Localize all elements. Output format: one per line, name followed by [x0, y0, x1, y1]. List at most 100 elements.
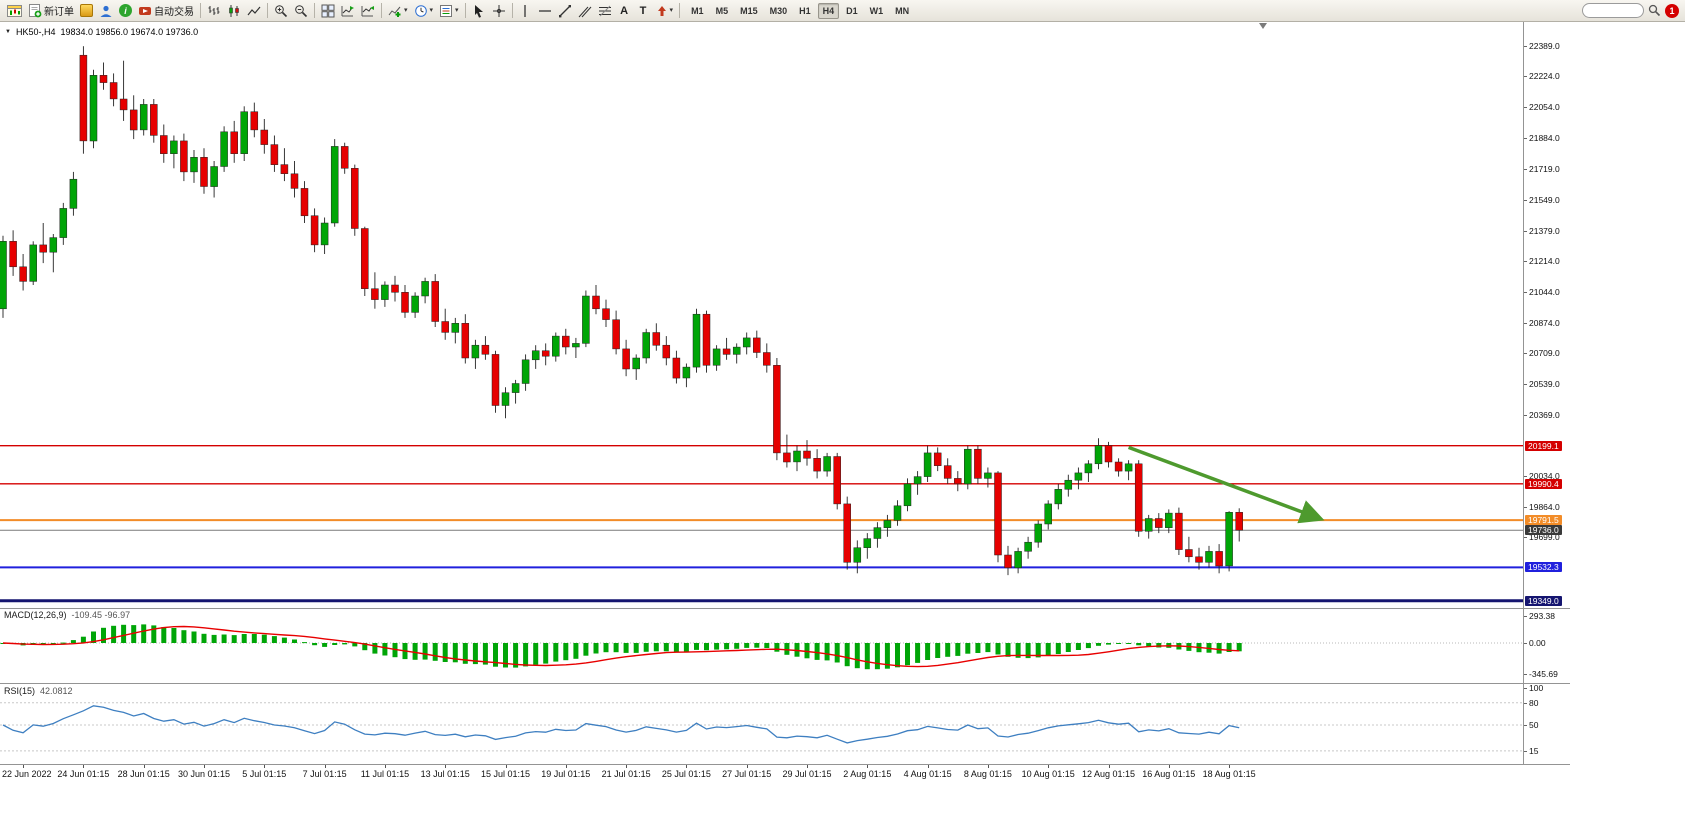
dropdown-chevron-icon: ▾: [404, 7, 408, 14]
candle: [732, 343, 741, 364]
periods-button[interactable]: ▾: [411, 1, 437, 20]
rsi-panel-divider[interactable]: [0, 683, 1570, 684]
label-tool-button[interactable]: T: [634, 1, 653, 20]
macd-histogram-bar: [563, 643, 569, 661]
candle: [270, 135, 279, 172]
macd-histogram-bar: [895, 643, 900, 668]
rsi-panel-canvas[interactable]: [0, 684, 1523, 764]
text-tool-button[interactable]: A: [615, 1, 634, 20]
zoom-out-button[interactable]: [291, 1, 311, 20]
macd-histogram-bar: [995, 643, 1001, 655]
macd-histogram-bar: [683, 643, 689, 653]
macd-histogram-bar: [593, 643, 599, 654]
chart-shift-marker[interactable]: [1259, 23, 1267, 29]
time-axis-label: 30 Jun 01:15: [177, 769, 231, 779]
main-chart-canvas[interactable]: [0, 22, 1523, 608]
auto-trading-button[interactable]: 自动交易: [135, 1, 197, 20]
bar-chart-button[interactable]: [204, 1, 224, 20]
time-axis-tick: [505, 765, 507, 768]
time-axis-tick: [1229, 765, 1231, 768]
info-button[interactable]: i: [116, 1, 135, 20]
timeframe-m15-button[interactable]: M15: [740, 5, 758, 16]
macd-histogram-bar: [854, 643, 860, 669]
candle: [722, 337, 731, 360]
new-order-button[interactable]: 新订单: [25, 1, 77, 20]
auto-trading-icon: [139, 6, 151, 15]
new-chart-button[interactable]: [4, 1, 25, 20]
candle: [602, 299, 610, 327]
candle: [160, 124, 168, 163]
price-scale[interactable]: 22389.0 22224.0 22054.0 21884.0 21719.0 21549…: [1523, 22, 1584, 765]
time-axis-tick: [204, 765, 205, 768]
timeframe-w1-button[interactable]: W1: [869, 5, 884, 16]
arrows-tool-button[interactable]: ▾: [653, 1, 677, 20]
search-icon[interactable]: [1648, 4, 1661, 17]
macd-histogram-bar: [312, 643, 318, 646]
macd-histogram-bar: [814, 643, 820, 660]
macd-histogram-bar: [1025, 643, 1031, 659]
auto-scroll-button[interactable]: [338, 1, 358, 20]
candle: [451, 317, 460, 344]
candle: [471, 339, 480, 369]
fibonacci-button[interactable]: [595, 1, 615, 20]
templates-button[interactable]: ▾: [436, 1, 462, 20]
crosshair-button[interactable]: [489, 1, 509, 20]
candle: [622, 339, 630, 377]
time-axis-label: 29 Jul 01:15: [782, 769, 832, 779]
price-level-chip: 19736.0: [1525, 525, 1562, 536]
macd-panel-divider[interactable]: [0, 608, 1570, 609]
channel-button[interactable]: [575, 1, 595, 20]
candle: [863, 533, 872, 559]
zoom-in-icon: [275, 4, 288, 17]
chart-shift-button[interactable]: [358, 1, 378, 20]
timeframe-m5-button[interactable]: M5: [715, 5, 729, 16]
macd-histogram-bar: [50, 643, 56, 645]
candle: [692, 308, 701, 373]
search-input[interactable]: [1582, 3, 1644, 18]
macd-histogram-bar: [673, 643, 679, 653]
trend-arrow[interactable]: [1127, 445, 1325, 524]
macd-histogram-bar: [452, 643, 458, 663]
price-axis-label: 19699.0: [1524, 532, 1560, 542]
timeframe-h4-button[interactable]: H4: [817, 2, 840, 19]
macd-histogram-bar: [91, 631, 96, 643]
cursor-button[interactable]: [469, 1, 489, 20]
candle: [813, 449, 821, 479]
candle: [320, 217, 329, 254]
macd-histogram-bar: [201, 633, 207, 643]
candle: [833, 452, 841, 510]
candle: [49, 234, 58, 273]
timeframe-m30-button[interactable]: M30: [769, 5, 788, 16]
vertical-line-button[interactable]: [516, 1, 535, 20]
timeframe-h1-button[interactable]: H1: [799, 5, 811, 16]
timeframe-m1-button[interactable]: M1: [691, 5, 704, 16]
candle: [552, 332, 560, 362]
timeframe-d1-button[interactable]: D1: [846, 5, 858, 16]
candle: [1054, 483, 1063, 510]
tile-windows-button[interactable]: [318, 1, 338, 20]
macd-scale-label: 0.00: [1524, 638, 1546, 648]
time-axis-label: 15 Jul 01:15: [480, 769, 531, 779]
indicators-button[interactable]: ▾: [385, 1, 411, 20]
one-click-trading-icon[interactable]: ▼: [5, 29, 11, 35]
macd-histogram-bar: [804, 643, 810, 659]
zoom-in-button[interactable]: [271, 1, 291, 20]
candle: [1114, 458, 1123, 477]
candle: [150, 99, 158, 143]
trendline-button[interactable]: [555, 1, 575, 20]
candle-chart-button[interactable]: [224, 1, 244, 20]
time-axis-label: 10 Aug 01:15: [1021, 769, 1075, 779]
time-axis[interactable]: 22 Jun 2022 24 Jun 01:15 28 Jun 01:15 30 Ju…: [0, 765, 1570, 781]
macd-panel-canvas[interactable]: [0, 609, 1523, 683]
line-chart-button[interactable]: [244, 1, 264, 20]
notification-badge[interactable]: 1: [1665, 3, 1679, 18]
horizontal-line-button[interactable]: [535, 1, 555, 20]
macd-histogram-bar: [1146, 643, 1152, 647]
macd-histogram-bar: [171, 628, 177, 643]
arrow-tool-icon: [657, 5, 666, 16]
label-tool-icon: T: [639, 4, 647, 17]
profile-button[interactable]: [96, 1, 116, 20]
macd-histogram-bar: [884, 643, 890, 669]
timeframe-mn-button[interactable]: MN: [895, 5, 910, 16]
community-button[interactable]: [77, 1, 96, 20]
